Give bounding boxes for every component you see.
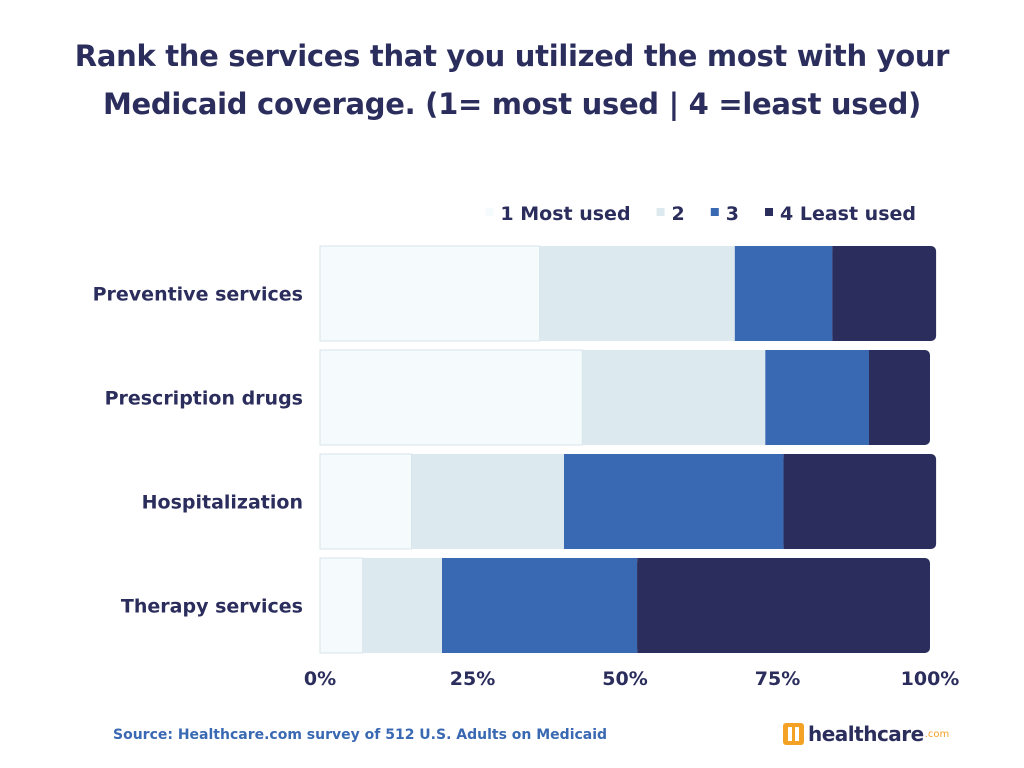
category-label: Hospitalization xyxy=(142,492,303,514)
bar-preventive-services-rank-4-edge xyxy=(832,246,841,341)
bar-prescription-drugs-rank-4 xyxy=(869,350,930,445)
bar-preventive-services-rank-3 xyxy=(734,246,833,341)
bar-therapy-services-rank-2 xyxy=(362,558,442,653)
source-note: Source: Healthcare.com survey of 512 U.S… xyxy=(113,727,608,743)
bar-hospitalization-rank-3 xyxy=(564,454,784,549)
legend-label: 3 xyxy=(726,203,739,225)
healthcare-logo: healthcare .com xyxy=(783,722,949,746)
bars xyxy=(319,245,937,654)
bar-hospitalization-rank-2 xyxy=(411,454,564,549)
bar-preventive-services-rank-2 xyxy=(539,246,735,341)
bar-prescription-drugs-rank-3 xyxy=(765,350,869,445)
category-label: Therapy services xyxy=(121,596,303,618)
bar-prescription-drugs-rank-4-edge xyxy=(869,350,877,445)
x-tick-label: 100% xyxy=(901,668,960,690)
legend-swatch xyxy=(710,208,719,216)
category-labels: Preventive services Prescription drugs Hos… xyxy=(93,284,303,618)
category-label: Preventive services xyxy=(93,284,303,306)
bar-therapy-services-rank-1 xyxy=(319,557,364,654)
bar-prescription-drugs-rank-1 xyxy=(319,349,583,446)
bar-prescription-drugs-rank-2 xyxy=(582,350,766,445)
logo-suffix: .com xyxy=(924,728,950,740)
bar-therapy-services-rank-4-edge xyxy=(637,558,646,653)
bar-hospitalization-rank-4-edge xyxy=(783,454,792,549)
legend-swatch xyxy=(485,208,494,216)
x-axis-ticks: 0% 25% 50% 75% 100% xyxy=(304,668,959,690)
legend-label: 1 Most used xyxy=(500,203,630,225)
bar-hospitalization-rank-1 xyxy=(319,453,412,550)
bar-preventive-services-rank-4 xyxy=(832,246,937,341)
bar-hospitalization-rank-4 xyxy=(783,454,937,549)
legend-label: 4 Least used xyxy=(780,203,916,225)
x-tick-label: 75% xyxy=(755,668,800,690)
chart-title: Rank the services that you utilized the … xyxy=(74,39,950,121)
bar-preventive-services-rank-1 xyxy=(319,245,541,342)
x-tick-label: 50% xyxy=(602,668,647,690)
bar-therapy-services-rank-3 xyxy=(442,558,638,653)
legend-label: 2 xyxy=(672,203,685,225)
legend-swatch xyxy=(765,208,774,216)
legend-swatch xyxy=(656,208,665,216)
logo-text: healthcare xyxy=(808,722,924,746)
x-tick-label: 25% xyxy=(450,668,495,690)
legend: 1 Most used 2 3 4 Least used xyxy=(485,203,916,225)
stacked-bar-chart: 1 Most used 2 3 4 Least used Preventive ser… xyxy=(93,203,960,690)
bar-therapy-services-rank-4 xyxy=(637,558,930,653)
category-label: Prescription drugs xyxy=(105,388,303,410)
healthcare-logo-icon xyxy=(783,723,804,745)
x-tick-label: 0% xyxy=(304,668,336,690)
